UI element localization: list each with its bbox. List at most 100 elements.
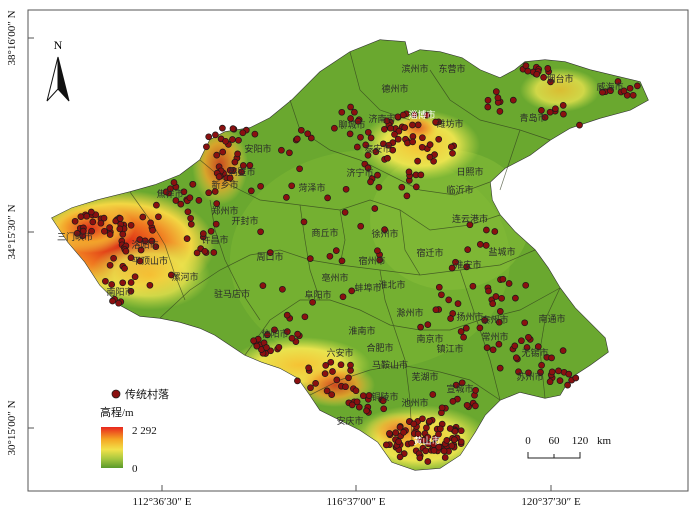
village-point [505,280,513,287]
city-label: 滨州市 [401,63,428,74]
village-point [184,208,192,216]
village-point [167,271,175,279]
village-point [400,428,407,436]
village-point [457,427,465,435]
village-point [432,306,440,314]
village-point [180,188,188,196]
village-points [71,62,641,465]
city-label: 漯河市 [171,271,198,282]
village-point [88,227,95,235]
village-point [121,265,128,272]
village-point [346,130,354,138]
village-point [383,117,391,125]
city-label: 安阳市 [244,143,271,154]
village-point [266,249,274,256]
village-point [279,285,286,293]
village-point [386,430,393,437]
village-point [331,124,338,132]
lon-tick-label: 112°36′30″ E [133,496,192,507]
village-point [452,381,460,389]
village-point [146,281,154,289]
village-point [537,368,544,376]
village-point [322,362,330,369]
village-point [484,103,492,111]
village-point [435,443,443,451]
city-label: 芜湖市 [411,371,438,382]
village-point [131,273,139,281]
village-point [213,200,221,207]
elevation-min-label: 0 [132,463,138,475]
village-point [485,287,492,295]
village-point [464,246,472,253]
village-point [483,344,491,351]
village-point [212,220,220,228]
city-label: 常州市 [481,331,508,342]
village-point [489,346,497,354]
village-point [496,108,504,115]
elevation-legend-title: 高程/m [100,405,134,419]
village-point [408,439,416,447]
village-point [607,87,614,95]
village-point [353,398,361,406]
village-point [294,377,301,385]
city-label: 黄山市 [413,435,440,446]
city-label: 日照市 [456,166,483,177]
village-point [89,218,97,226]
village-point [347,103,354,111]
village-point [100,214,108,222]
village-point [430,157,437,165]
village-point [417,323,424,331]
village-point [201,247,209,255]
village-point [387,124,394,132]
village-point [219,148,227,156]
city-label: 南阳市 [106,286,133,297]
village-point [384,154,391,162]
village-point [541,114,549,121]
village-point [403,192,411,200]
village-point [312,380,319,387]
village-point [213,151,221,159]
village-point [195,197,203,204]
village-point [283,328,291,335]
village-point [348,287,356,295]
village-point [354,117,362,125]
village-point [518,337,525,345]
city-label: 泰州市 [481,314,508,325]
village-point [337,361,345,369]
village-point [234,150,241,158]
village-point [469,282,477,290]
village-point [547,78,554,86]
village-point [222,137,229,145]
village-point [166,185,174,193]
village-point [116,215,124,222]
village-point [472,402,479,410]
city-label: 连云港市 [452,213,488,224]
village-point [552,105,559,113]
village-point [548,354,555,362]
village-point [324,194,331,202]
village-point [347,361,354,369]
lon-tick-label: 116°37′00″ E [327,496,386,507]
village-point [257,228,264,236]
village-point [153,201,160,209]
village-point [435,135,443,143]
village-point [538,107,545,114]
village-point [332,247,340,254]
city-label: 安庆市 [336,415,363,426]
village-point [414,157,421,165]
village-point [441,454,449,461]
village-point [447,143,455,151]
city-label: 东营市 [438,63,465,74]
village-point [419,415,426,423]
village-point [186,194,194,202]
village-point [546,108,554,116]
village-point [492,293,500,300]
village-point [494,94,502,102]
village-point [342,185,350,193]
village-point [462,324,470,332]
elevation-color-ramp [101,427,123,468]
village-point [546,378,554,386]
village-point [559,347,567,354]
village-point [205,189,213,197]
